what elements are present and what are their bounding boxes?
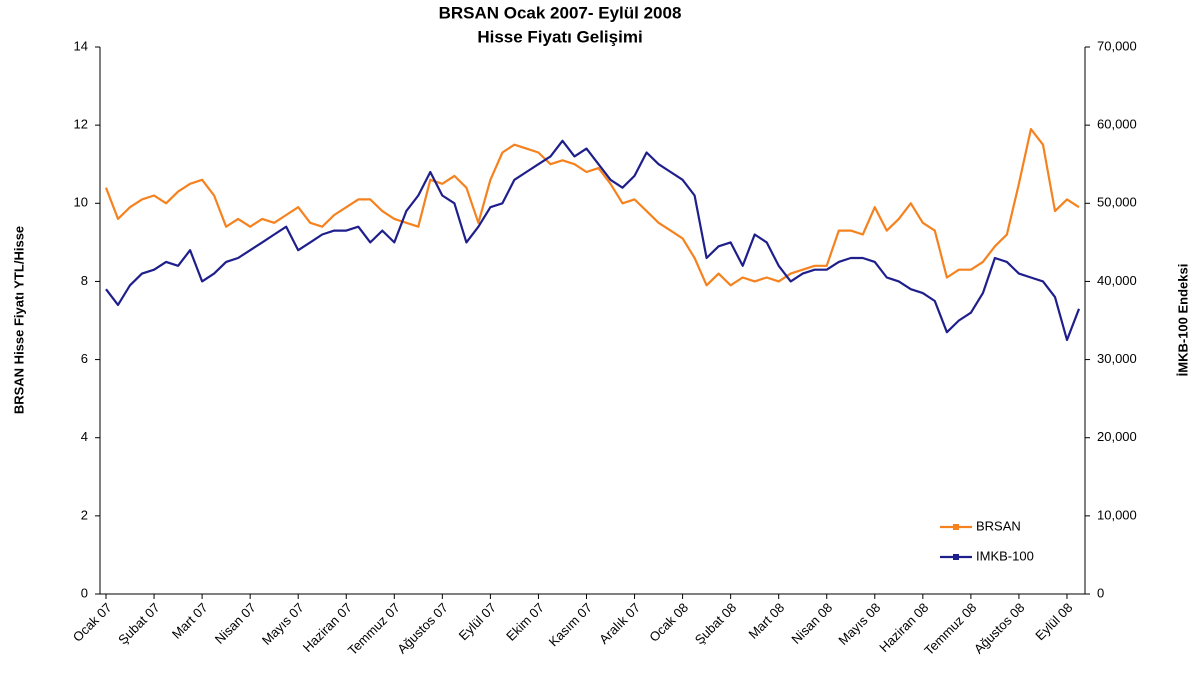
- chart-title: BRSAN Ocak 2007- Eylül 2008: [439, 3, 682, 22]
- x-tick-label: Mart 08: [745, 600, 787, 642]
- y2-tick-label: 60,000: [1097, 117, 1137, 132]
- y2-tick-label: 20,000: [1097, 429, 1137, 444]
- y-tick-label: 2: [81, 507, 88, 522]
- y2-tick-label: 0: [1097, 585, 1104, 600]
- y-tick-label: 12: [74, 117, 88, 132]
- x-tick-label: Ocak 08: [646, 600, 691, 645]
- y2-tick-label: 30,000: [1097, 351, 1137, 366]
- x-tick-label: Mayıs 08: [835, 600, 883, 648]
- y2-axis-label: İMKB-100 Endeksi: [1175, 264, 1190, 377]
- legend-label: IMKB-100: [976, 548, 1034, 563]
- y2-tick-label: 70,000: [1097, 38, 1137, 53]
- x-tick-label: Şubat 07: [115, 600, 162, 647]
- x-tick-label: Mayıs 07: [259, 600, 307, 648]
- x-tick-label: Temmuz 07: [345, 600, 403, 658]
- x-tick-label: Kasım 07: [546, 600, 595, 649]
- y2-tick-label: 50,000: [1097, 195, 1137, 210]
- y-tick-label: 6: [81, 351, 88, 366]
- y-tick-label: 0: [81, 585, 88, 600]
- x-tick-label: Ağustos 08: [971, 600, 1028, 657]
- x-tick-label: Ekim 07: [503, 600, 547, 644]
- x-tick-label: Ağustos 07: [394, 600, 451, 657]
- y-tick-label: 4: [81, 429, 88, 444]
- series-line: [105, 139, 1081, 342]
- x-tick-label: Aralık 07: [596, 600, 643, 647]
- x-tick-label: Nisan 07: [212, 600, 259, 647]
- y-tick-label: 14: [74, 38, 88, 53]
- chart-subtitle: Hisse Fiyatı Gelişimi: [477, 27, 642, 46]
- x-tick-label: Mart 07: [169, 600, 211, 642]
- x-tick-label: Eylül 08: [1032, 600, 1075, 643]
- y2-tick-label: 10,000: [1097, 507, 1137, 522]
- y-tick-label: 8: [81, 273, 88, 288]
- series-line: [104, 128, 1080, 287]
- x-tick-label: Eylül 07: [456, 600, 499, 643]
- legend-marker: [953, 554, 959, 560]
- y2-tick-label: 40,000: [1097, 273, 1137, 288]
- y-axis-label: BRSAN Hisse Fiyatı YTL/Hisse: [11, 226, 26, 414]
- legend-label: BRSAN: [976, 518, 1021, 533]
- y-tick-label: 10: [74, 195, 88, 210]
- legend-marker: [953, 524, 959, 530]
- x-tick-label: Temmuz 08: [921, 600, 979, 658]
- x-tick-label: Şubat 08: [692, 600, 739, 647]
- x-tick-label: Nisan 08: [788, 600, 835, 647]
- x-tick-label: Ocak 07: [70, 600, 115, 645]
